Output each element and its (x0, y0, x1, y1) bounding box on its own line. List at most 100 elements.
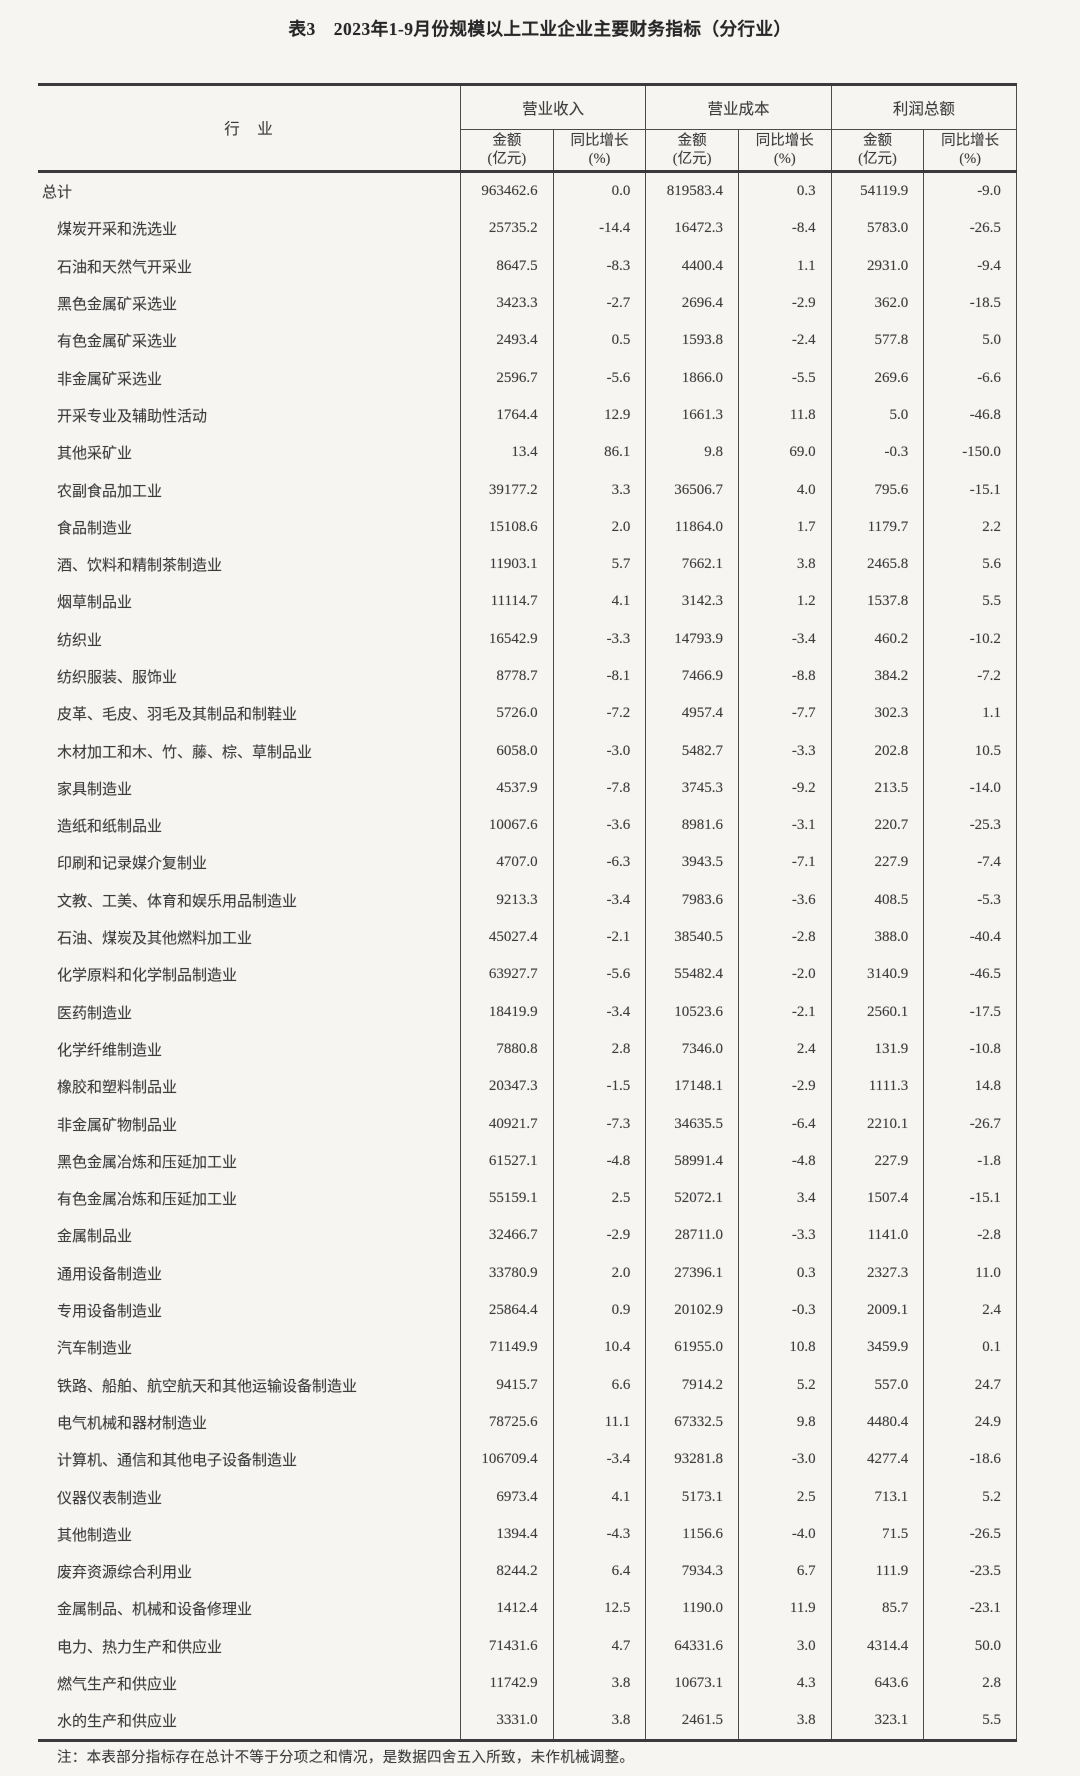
cost-growth-value: -2.0 (739, 956, 832, 994)
revenue-amount-value: 1412.4 (461, 1590, 554, 1628)
revenue-growth-value: 3.8 (554, 1702, 647, 1740)
profit-growth-value: -40.4 (924, 918, 1017, 957)
table-row: 总计 963462.6 0.0 819583.4 0.3 54119.9 -9.… (38, 173, 1017, 211)
table-row: 仪器仪表制造业 6973.4 4.1 5173.1 2.5 713.1 5.2 (38, 1478, 1017, 1516)
cost-amount-value: 27396.1 (646, 1254, 739, 1292)
table-row: 纺织业 16542.9 -3.3 14793.9 -3.4 460.2 -10.… (38, 620, 1017, 658)
revenue-amount-value: 9415.7 (461, 1366, 554, 1404)
revenue-growth-value: -2.7 (554, 284, 647, 323)
revenue-amount-value: 15108.6 (461, 508, 554, 546)
cost-growth-value: -0.3 (739, 1291, 832, 1330)
revenue-amount-value: 78725.6 (461, 1403, 554, 1442)
page-title: 表3 2023年1-9月份规模以上工业企业主要财务指标（分行业） (288, 19, 792, 39)
profit-growth-value: -18.5 (924, 284, 1017, 323)
cost-growth-value: 0.3 (739, 1254, 832, 1292)
revenue-amount-value: 963462.6 (461, 173, 554, 211)
cost-amount-value: 55482.4 (646, 956, 739, 994)
profit-amount-value: 2327.3 (832, 1254, 925, 1292)
revenue-amount-value: 13.4 (461, 434, 554, 472)
table-row: 计算机、通信和其他电子设备制造业 106709.4 -3.4 93281.8 -… (38, 1441, 1017, 1479)
cost-amount-value: 58991.4 (646, 1142, 739, 1181)
cost-amount-value: 2696.4 (646, 284, 739, 323)
revenue-amount-value: 71149.9 (461, 1329, 554, 1367)
cost-growth-value: -3.4 (739, 620, 832, 658)
profit-amount-value: 202.8 (832, 732, 925, 770)
table-row: 石油、煤炭及其他燃料加工业 45027.4 -2.1 38540.5 -2.8 … (38, 918, 1017, 957)
revenue-growth-value: -3.0 (554, 732, 647, 770)
revenue-amount-value: 45027.4 (461, 918, 554, 957)
profit-amount-value: 362.0 (832, 284, 925, 323)
profit-amount-value: 227.9 (832, 844, 925, 882)
industry-label: 有色金属冶炼和压延加工业 (38, 1180, 461, 1218)
profit-growth-value: -5.3 (924, 881, 1017, 919)
profit-growth-value: -6.6 (924, 359, 1017, 397)
profit-growth-value: -14.0 (924, 769, 1017, 808)
revenue-amount-value: 25735.2 (461, 210, 554, 248)
cost-amount-value: 10673.1 (646, 1664, 739, 1703)
industry-label: 皮革、毛皮、羽毛及其制品和制鞋业 (38, 695, 461, 733)
table-row: 燃气生产和供应业 11742.9 3.8 10673.1 4.3 643.6 2… (38, 1664, 1017, 1703)
profit-growth-value: 5.6 (924, 545, 1017, 584)
cost-amount-value: 4957.4 (646, 695, 739, 733)
profit-amount-value: 2210.1 (832, 1105, 925, 1143)
revenue-growth-value: -4.3 (554, 1515, 647, 1553)
table-row: 医药制造业 18419.9 -3.4 10523.6 -2.1 2560.1 -… (38, 993, 1017, 1031)
revenue-amount-value: 106709.4 (461, 1441, 554, 1479)
industry-label: 非金属矿物制品业 (38, 1105, 461, 1143)
cost-amount-value: 5173.1 (646, 1478, 739, 1516)
revenue-growth-value: -3.3 (554, 620, 647, 658)
profit-amount-value: 1111.3 (832, 1068, 925, 1106)
profit-growth-value: -23.5 (924, 1552, 1017, 1591)
cost-amount-value: 1190.0 (646, 1590, 739, 1628)
industry-label: 家具制造业 (38, 769, 461, 808)
profit-amount-value: 323.1 (832, 1702, 925, 1740)
profit-growth-value: -1.8 (924, 1142, 1017, 1181)
revenue-amount-value: 61527.1 (461, 1142, 554, 1181)
profit-amount-value: 2931.0 (832, 247, 925, 285)
revenue-amount-value: 32466.7 (461, 1217, 554, 1255)
profit-growth-value: 5.5 (924, 1702, 1017, 1740)
industry-label: 其他采矿业 (38, 434, 461, 472)
cost-growth-value: -4.8 (739, 1142, 832, 1181)
profit-amount-value: 643.6 (832, 1664, 925, 1703)
revenue-growth-value: -1.5 (554, 1068, 647, 1106)
header-groups: 营业收入 营业成本 利润总额 金额 (亿元) 同比增长 (%) 金额 (亿元) (461, 86, 1017, 170)
profit-amount-value: 2465.8 (832, 545, 925, 584)
profit-amount-value: 795.6 (832, 471, 925, 509)
revenue-growth-value: 2.5 (554, 1180, 647, 1218)
profit-growth-value: -7.2 (924, 657, 1017, 696)
revenue-amount-value: 39177.2 (461, 471, 554, 509)
industry-label: 农副食品加工业 (38, 471, 461, 509)
industry-label: 酒、饮料和精制茶制造业 (38, 545, 461, 584)
subheader-cost-growth: 同比增长 (%) (739, 130, 832, 170)
cost-growth-value: -5.5 (739, 359, 832, 397)
revenue-growth-value: 12.5 (554, 1590, 647, 1628)
cost-growth-value: 11.8 (739, 396, 832, 435)
table-row: 铁路、船舶、航空航天和其他运输设备制造业 9415.7 6.6 7914.2 5… (38, 1366, 1017, 1404)
cost-amount-value: 36506.7 (646, 471, 739, 509)
table-row: 文教、工美、体育和娱乐用品制造业 9213.3 -3.4 7983.6 -3.6… (38, 881, 1017, 919)
cost-amount-value: 11864.0 (646, 508, 739, 546)
cost-growth-value: 0.3 (739, 173, 832, 211)
revenue-growth-value: 0.9 (554, 1291, 647, 1330)
cost-amount-value: 9.8 (646, 434, 739, 472)
revenue-growth-value: 12.9 (554, 396, 647, 435)
profit-amount-value: 4314.4 (832, 1627, 925, 1665)
subheader-amount-label: 金额 (862, 132, 892, 149)
industry-label: 汽车制造业 (38, 1329, 461, 1367)
cost-growth-value: -3.3 (739, 1217, 832, 1255)
revenue-growth-value: 2.8 (554, 1030, 647, 1069)
industry-label: 废弃资源综合利用业 (38, 1552, 461, 1591)
subheader-amount-label: 金额 (492, 132, 522, 149)
cost-amount-value: 8981.6 (646, 807, 739, 845)
profit-amount-value: 131.9 (832, 1030, 925, 1069)
cost-amount-value: 7983.6 (646, 881, 739, 919)
revenue-growth-value: 4.1 (554, 1478, 647, 1516)
revenue-amount-value: 4707.0 (461, 844, 554, 882)
industry-label: 造纸和纸制品业 (38, 807, 461, 845)
cost-amount-value: 7466.9 (646, 657, 739, 696)
profit-amount-value: 302.3 (832, 695, 925, 733)
table-row: 非金属矿采选业 2596.7 -5.6 1866.0 -5.5 269.6 -6… (38, 359, 1017, 397)
profit-growth-value: 50.0 (924, 1627, 1017, 1665)
subheader-growth-unit: (%) (773, 151, 796, 167)
